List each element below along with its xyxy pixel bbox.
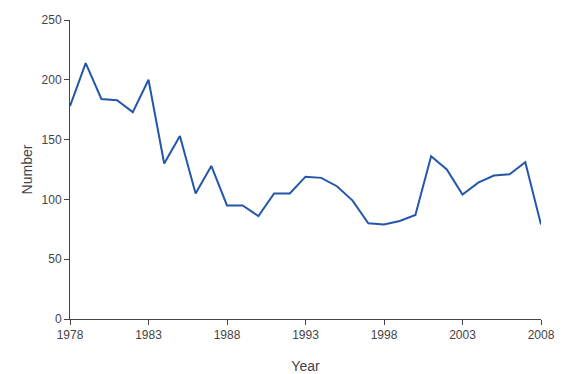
svg-text:1993: 1993 (292, 328, 319, 342)
svg-text:1998: 1998 (371, 328, 398, 342)
svg-text:0: 0 (55, 312, 62, 326)
svg-text:1988: 1988 (214, 328, 241, 342)
svg-text:200: 200 (42, 73, 62, 87)
svg-text:2008: 2008 (528, 328, 555, 342)
svg-text:150: 150 (42, 133, 62, 147)
svg-text:1978: 1978 (57, 328, 84, 342)
svg-text:1983: 1983 (135, 328, 162, 342)
svg-text:Year: Year (291, 358, 320, 374)
svg-text:2003: 2003 (449, 328, 476, 342)
svg-text:Number: Number (19, 144, 35, 194)
svg-text:50: 50 (48, 252, 62, 266)
svg-text:250: 250 (42, 13, 62, 27)
svg-text:100: 100 (42, 193, 62, 207)
